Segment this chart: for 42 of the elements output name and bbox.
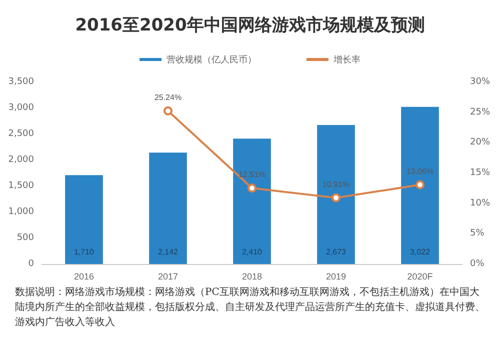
bar bbox=[149, 152, 187, 264]
y2-tick-label: 15% bbox=[470, 168, 490, 178]
y2-tick-label: 25% bbox=[470, 107, 490, 118]
point bbox=[248, 184, 256, 193]
x-tick-label: 2017 bbox=[158, 272, 178, 282]
y2-tick-label: 5% bbox=[470, 228, 485, 239]
y-tick-label: 1,000 bbox=[8, 207, 34, 217]
text: 数据说明：网络游戏市场规模：网络游戏（PC互联网游戏和移动互联网游戏，不包括主机游戏）在中国大陆境内所产生的全部收益规模，包括版权分成、自主研发及代理产品运营所产生的充值卡、虚拟道具付费、游戏内广告收入等收入 bbox=[15, 286, 485, 328]
data-label: 12.51% bbox=[238, 170, 266, 180]
bar bbox=[401, 106, 439, 264]
bar bbox=[65, 175, 103, 264]
y-tick-label: 2,000 bbox=[8, 155, 34, 165]
chart-title: 2016至2020年中国网络游戏市场规模及预测 bbox=[75, 16, 425, 36]
y-tick-label: 1,500 bbox=[8, 181, 34, 191]
legend-label: 增长率 bbox=[332, 54, 360, 64]
y-tick-label: 2,500 bbox=[8, 129, 34, 139]
point bbox=[164, 106, 172, 116]
y2-tick-label: 20% bbox=[470, 138, 490, 148]
data-label: 13.06% bbox=[406, 166, 434, 176]
y2-tick-label: 30% bbox=[470, 77, 490, 87]
y-tick-label: 3,000 bbox=[8, 103, 34, 113]
bar bbox=[317, 125, 355, 264]
data-label: 2,673 bbox=[326, 248, 347, 256]
point bbox=[416, 180, 424, 190]
point bbox=[332, 193, 340, 202]
x-tick-label: 2016 bbox=[74, 272, 94, 282]
x-tick-label: 2019 bbox=[326, 272, 346, 282]
y-tick-label: 3,500 bbox=[8, 77, 34, 87]
x-tick-label: 2020F bbox=[407, 272, 434, 282]
legend-label: 营收规模（亿人民币） bbox=[166, 54, 256, 64]
x-tick-label: 2018 bbox=[242, 272, 262, 282]
y2-tick-label: 0% bbox=[470, 259, 485, 269]
data-label: 10.91% bbox=[322, 180, 350, 189]
y-tick-label: 0 bbox=[28, 259, 34, 269]
data-label: 2,410 bbox=[242, 248, 263, 256]
data-label: 1,710 bbox=[74, 248, 95, 256]
y2-tick-label: 10% bbox=[470, 198, 490, 208]
y-tick-label: 500 bbox=[16, 233, 34, 243]
data-label: 3,022 bbox=[410, 248, 431, 256]
data-label: 25.24% bbox=[154, 92, 182, 102]
bar bbox=[233, 138, 271, 264]
data-label: 2,142 bbox=[158, 248, 179, 256]
